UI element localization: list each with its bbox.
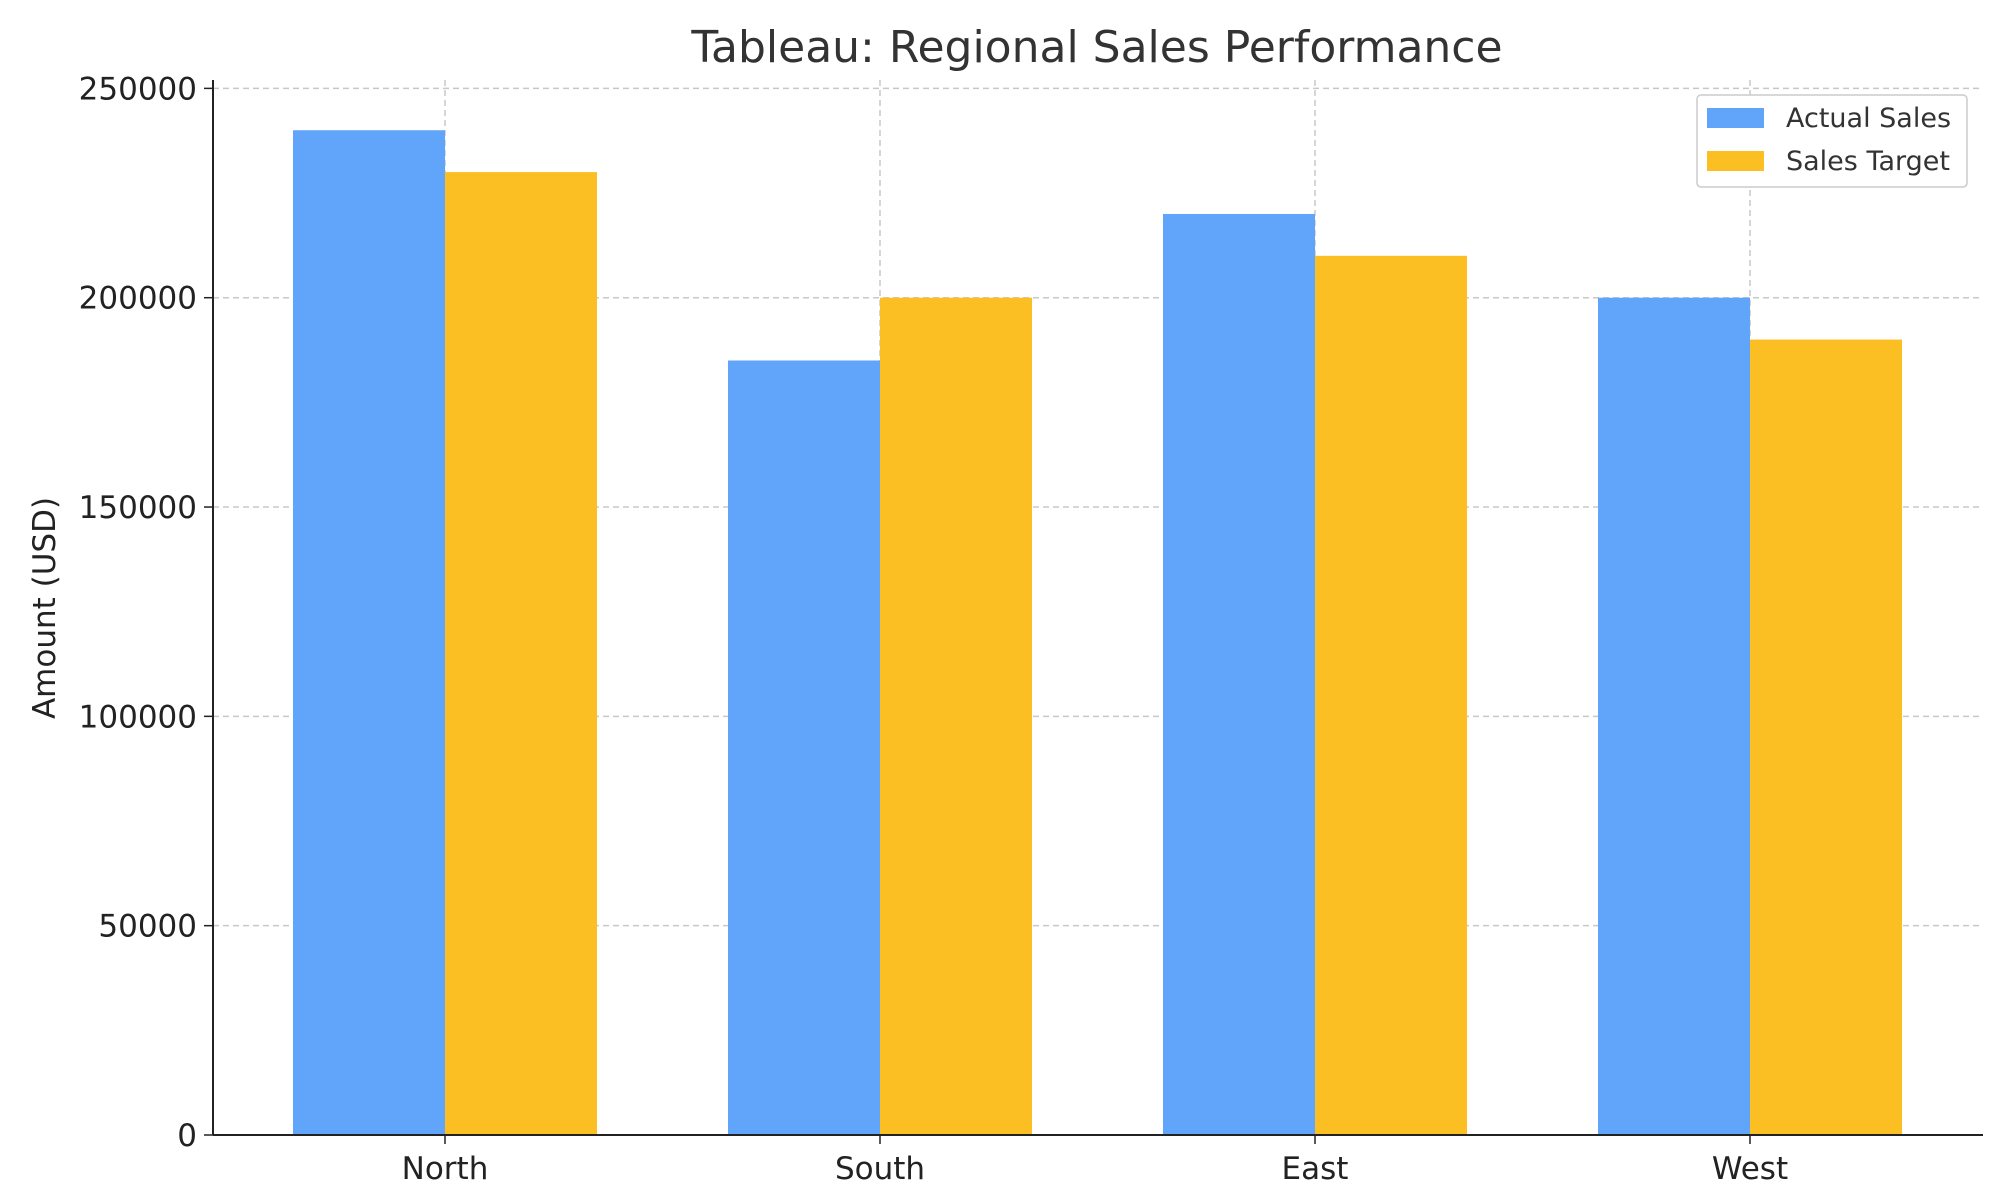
x-tick-label-south: South bbox=[835, 1151, 925, 1187]
y-tick-label: 250000 bbox=[79, 71, 197, 107]
bar-actual-sales-east bbox=[1163, 213, 1315, 1135]
legend-label-sales-target: Sales Target bbox=[1786, 146, 1950, 177]
y-tick-label: 200000 bbox=[79, 281, 197, 317]
bar-actual-sales-west bbox=[1598, 297, 1750, 1135]
legend-label-actual-sales: Actual Sales bbox=[1786, 103, 1951, 134]
legend-swatch-actual-sales bbox=[1707, 108, 1764, 128]
bar-sales-target-west bbox=[1750, 339, 1902, 1136]
bars-layer bbox=[293, 130, 1902, 1136]
y-tick-label: 150000 bbox=[79, 490, 197, 526]
legend-frame bbox=[1696, 94, 1968, 188]
bar-actual-sales-south bbox=[728, 360, 880, 1135]
y-axis-label: Amount (USD) bbox=[27, 497, 63, 719]
legend-swatch-sales-target bbox=[1707, 151, 1764, 171]
y-tick-label: 50000 bbox=[98, 909, 197, 945]
x-tick-label-west: West bbox=[1712, 1151, 1788, 1187]
bar-sales-target-north bbox=[445, 172, 597, 1136]
chart-title: Tableau: Regional Sales Performance bbox=[690, 22, 1502, 73]
legend: Actual Sales Sales Target bbox=[1696, 94, 1968, 188]
bar-actual-sales-north bbox=[293, 130, 445, 1135]
x-tick-label-east: East bbox=[1282, 1151, 1349, 1187]
y-tick-label: 0 bbox=[177, 1118, 197, 1154]
bar-sales-target-south bbox=[880, 297, 1032, 1135]
x-tick-label-north: North bbox=[402, 1151, 489, 1187]
axes-layer: 0 50000 100000 150000 200000 250000 North South… bbox=[79, 71, 1983, 1187]
bar-sales-target-east bbox=[1315, 255, 1467, 1136]
y-tick-label: 100000 bbox=[79, 699, 197, 735]
